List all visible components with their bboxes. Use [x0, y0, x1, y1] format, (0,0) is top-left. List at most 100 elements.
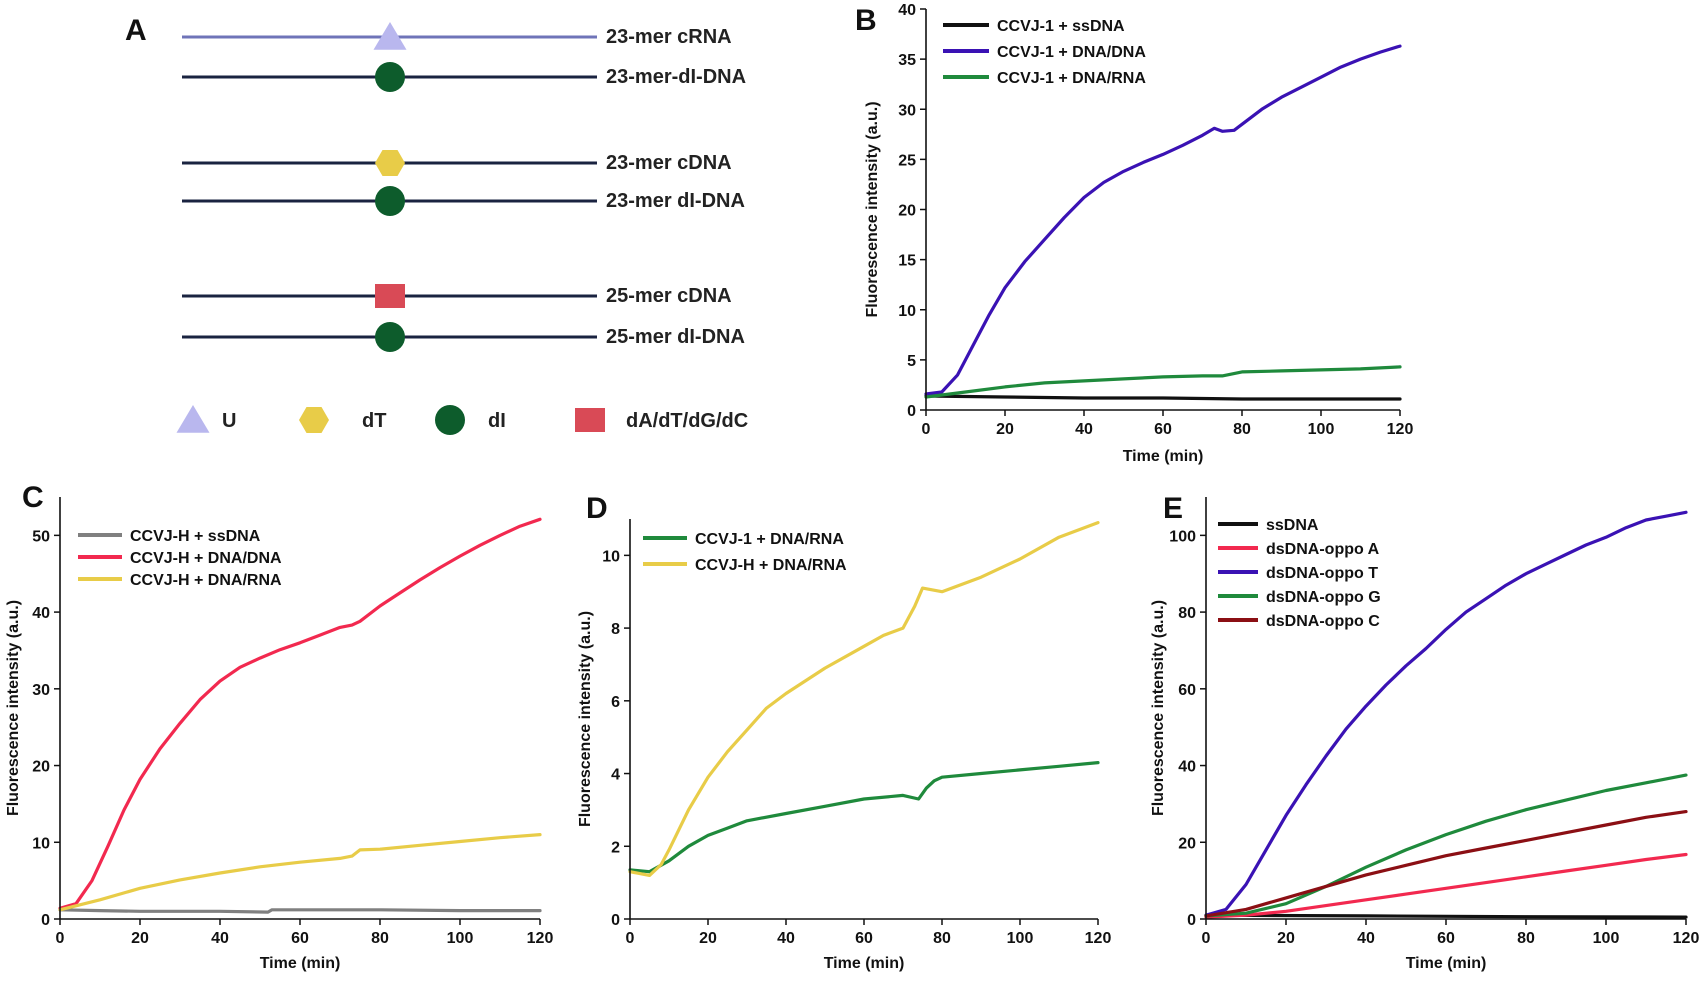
y-tick-label: 4 — [611, 767, 620, 784]
series-line-ccvj-h-dna-rna — [58, 833, 542, 912]
circle-marker — [375, 62, 405, 92]
legend-label: dA/dT/dG/dC — [626, 410, 748, 432]
legend-label: dT — [362, 410, 386, 432]
y-tick-label: 0 — [41, 912, 50, 929]
x-tick-label: 120 — [1085, 930, 1112, 947]
legend-entry-ssdna: ssDNA — [1266, 517, 1319, 534]
circle-marker — [375, 186, 405, 216]
legend-entry-ccvj-h-dna-dna: CCVJ-H + DNA/DNA — [130, 550, 282, 567]
y-tick-label: 0 — [1187, 912, 1196, 929]
series-line-dsdna-oppo-g — [1204, 773, 1688, 918]
legend-entry-ccvj-h-ssdna: CCVJ-H + ssDNA — [130, 528, 261, 545]
x-tick-label: 20 — [699, 930, 717, 947]
legend-entry-ccvj-1-dna-rna: CCVJ-1 + DNA/RNA — [997, 70, 1146, 87]
legend: CCVJ-1 + DNA/RNA CCVJ-H + DNA/RNA — [643, 531, 847, 574]
series-line-ccvj-h-dna-dna — [58, 517, 542, 910]
y-axis-label: Fluorescence intensity (a.u.) — [577, 611, 594, 827]
chart-panel-b: B 0 20 40 60 80 100 120 0 5 10 15 20 25 30 35 40 Time (mi… — [855, 2, 1413, 465]
y-tick-label: 80 — [1178, 605, 1196, 622]
x-axis-label: Time (min) — [824, 955, 905, 972]
x-tick-label: 0 — [56, 930, 65, 947]
triangle-marker — [373, 22, 407, 50]
series-line-ccvj-1-ssdna — [924, 394, 1402, 401]
triangle-legend-symbol — [176, 405, 210, 433]
legend-label: U — [222, 410, 236, 432]
y-tick-label: 40 — [898, 2, 916, 19]
x-tick-label: 0 — [922, 421, 931, 438]
x-tick-label: 100 — [447, 930, 474, 947]
y-tick-label: 6 — [611, 694, 620, 711]
x-tick-label: 40 — [777, 930, 795, 947]
x-tick-label: 100 — [1593, 930, 1620, 947]
x-axis-label: Time (min) — [1406, 955, 1487, 972]
y-tick-label: 5 — [907, 353, 916, 370]
panel-letter-e: E — [1163, 492, 1183, 525]
x-tick-label: 60 — [291, 930, 309, 947]
strand-label: 23-mer-dI-DNA — [606, 66, 746, 88]
x-tick-label: 0 — [626, 930, 635, 947]
legend-entry-dsdna-oppo-g: dsDNA-oppo G — [1266, 589, 1381, 606]
x-tick-label: 60 — [1437, 930, 1455, 947]
circle-marker — [375, 322, 405, 352]
y-axis-label: Fluorescence intensity (a.u.) — [5, 600, 22, 816]
legend: CCVJ-H + ssDNA CCVJ-H + DNA/DNA CCVJ-H + D… — [78, 528, 282, 589]
x-tick-label: 120 — [1673, 930, 1700, 947]
y-tick-label: 20 — [32, 759, 50, 776]
y-tick-label: 30 — [32, 682, 50, 699]
y-axis-label: Fluorescence intensity (a.u.) — [1150, 600, 1167, 816]
y-tick-label: 100 — [1169, 528, 1196, 545]
y-tick-label: 15 — [898, 253, 916, 270]
x-tick-label: 0 — [1202, 930, 1211, 947]
x-tick-label: 20 — [131, 930, 149, 947]
series-line-dsdna-oppo-a — [1204, 852, 1688, 919]
y-tick-label: 50 — [32, 528, 50, 545]
x-tick-label: 120 — [1387, 421, 1414, 438]
y-tick-label: 40 — [1178, 759, 1196, 776]
y-axis-label: Fluorescence intensity (a.u.) — [864, 101, 881, 317]
x-tick-label: 80 — [371, 930, 389, 947]
strand-pair-2: 23-mer cDNA 23-mer dI-DNA — [182, 150, 745, 216]
x-tick-label: 20 — [996, 421, 1014, 438]
y-tick-label: 10 — [602, 548, 620, 565]
x-tick-label: 60 — [855, 930, 873, 947]
series-line-dsdna-oppo-t — [1204, 510, 1688, 917]
strand-pair-1: 23-mer cRNA 23-mer-dI-DNA — [182, 22, 746, 92]
series-line-dsdna-oppo-c — [1204, 810, 1688, 918]
y-tick-label: 10 — [898, 303, 916, 320]
hexagon-legend-symbol — [299, 407, 329, 433]
legend-entry-ccvj-1-dna-rna: CCVJ-1 + DNA/RNA — [695, 531, 844, 548]
x-tick-label: 80 — [1517, 930, 1535, 947]
series-line-ccvj-1-dna-rna — [924, 365, 1402, 399]
legend-entry-ccvj-h-dna-rna: CCVJ-H + DNA/RNA — [695, 557, 847, 574]
x-tick-label: 40 — [1075, 421, 1093, 438]
panel-letter-a: A — [125, 14, 147, 47]
strand-label: 23-mer cDNA — [606, 152, 732, 174]
series-line-ccvj-1-dna-rna — [628, 761, 1100, 874]
y-tick-label: 8 — [611, 621, 620, 638]
legend-label: dI — [488, 410, 506, 432]
y-tick-label: 0 — [611, 912, 620, 929]
series-line-ccvj-1-dna-dna — [924, 44, 1402, 396]
legend-entry-dsdna-oppo-a: dsDNA-oppo A — [1266, 541, 1380, 558]
x-tick-label: 120 — [527, 930, 554, 947]
y-tick-label: 2 — [611, 839, 620, 856]
strand-label: 23-mer dI-DNA — [606, 190, 745, 212]
hexagon-marker — [375, 150, 405, 176]
strand-pair-3: 25-mer cDNA 25-mer dI-DNA — [182, 284, 745, 352]
square-marker — [375, 284, 405, 308]
legend-entry-ccvj-1-ssdna: CCVJ-1 + ssDNA — [997, 18, 1125, 35]
x-axis-label: Time (min) — [260, 955, 341, 972]
y-tick-label: 40 — [32, 605, 50, 622]
y-tick-label: 30 — [898, 102, 916, 119]
strand-label: 25-mer dI-DNA — [606, 326, 745, 348]
y-tick-label: 60 — [1178, 682, 1196, 699]
y-tick-label: 20 — [898, 203, 916, 220]
chart-panel-e: E 0 20 40 60 80 100 120 0 20 40 60 80 100 Time (min) Fl… — [1150, 492, 1699, 972]
legend-entry-ccvj-1-dna-dna: CCVJ-1 + DNA/DNA — [997, 44, 1146, 61]
series-line-ccvj-h-ssdna — [58, 908, 542, 914]
y-tick-label: 35 — [898, 52, 916, 69]
